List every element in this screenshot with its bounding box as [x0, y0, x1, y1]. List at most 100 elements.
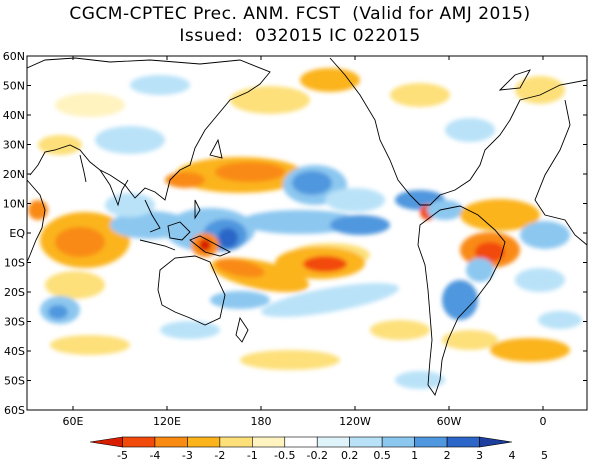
blob [303, 256, 347, 272]
colorbar-segment [414, 436, 448, 448]
colorbar-segment [252, 436, 286, 448]
blob [240, 350, 340, 370]
chart-title: CGCM-CPTEC Prec. ANM. FCST (Valid for AM… [69, 4, 531, 24]
coast-indochina [144, 199, 161, 233]
lat-label: 60N [3, 50, 25, 63]
colorbar-segment [89, 436, 123, 448]
lat-label: 30S [4, 316, 25, 329]
colorbar-label: 4 [509, 449, 516, 462]
lon-label: 0 [540, 415, 547, 428]
lon-label: 180 [251, 415, 272, 428]
colorbar-segment [446, 436, 480, 448]
colorbar-segment [479, 436, 513, 448]
blob [240, 210, 360, 234]
blob [442, 330, 498, 350]
colorbar-label: 0.5 [373, 449, 391, 462]
lat-label: 60S [4, 404, 25, 417]
blob [95, 126, 165, 154]
colorbar-label: 3 [476, 449, 483, 462]
coast-australia [157, 255, 226, 326]
blob [230, 86, 310, 114]
coast-africa-west-europe [534, 99, 587, 246]
colorbar-label: 0.2 [341, 449, 359, 462]
colorbar-label: -0.2 [306, 449, 327, 462]
colorbar: -5 -4 -3 -2 -1 -0.5 -0.2 0.2 0.5 1 2 3 4 5 [89, 436, 548, 462]
blob [210, 291, 270, 309]
blob [105, 193, 155, 217]
lat-label: 40N [3, 109, 25, 122]
colorbar-label: -5 [117, 449, 128, 462]
colorbar-label: 1 [411, 449, 418, 462]
coastlines [27, 57, 587, 396]
longitude-ticks: 60E 120E 180 120W 60W 0 [63, 56, 547, 428]
coast-borneo [167, 221, 191, 241]
anomaly-blobs [28, 68, 582, 389]
blob [55, 93, 125, 117]
blob [215, 162, 285, 182]
blob [442, 280, 478, 320]
anomaly-field [27, 56, 587, 410]
colorbar-segment [219, 436, 253, 448]
coast-eurasia [27, 57, 271, 201]
coast-new-guinea [189, 235, 232, 257]
lat-label: 20N [3, 168, 25, 181]
chart-subtitle: Issued: 032015 IC 022015 [179, 26, 421, 46]
blob [165, 172, 205, 188]
lat-label: 50S [4, 375, 25, 388]
blob [38, 135, 82, 155]
colorbar-segment [316, 436, 350, 448]
blob [490, 338, 570, 362]
coast-japan [209, 138, 223, 159]
lat-label: 50N [3, 80, 25, 93]
coast-philippines [194, 199, 201, 220]
blob [199, 239, 211, 251]
coast-south-america [417, 205, 506, 396]
lat-label: 40S [4, 345, 25, 358]
blob [48, 305, 68, 319]
coast-africa-east [27, 179, 46, 263]
blob [427, 200, 463, 220]
coast-north-america [329, 57, 587, 206]
latitude-ticks: 60N 50N 40N 30N 20N 10N EQ 10S 20S 30S 40S 50S 60S [3, 50, 587, 417]
coast-india [99, 169, 129, 207]
blob [300, 68, 360, 92]
colorbar-label: -0.5 [274, 449, 295, 462]
blob [55, 227, 105, 257]
blob [520, 221, 570, 249]
coast-sumatra-java [139, 239, 176, 251]
blob [130, 75, 190, 95]
blob [538, 311, 582, 329]
blob [45, 271, 105, 299]
lat-label: 10S [4, 257, 25, 270]
lon-label: 60W [437, 415, 462, 428]
blob [460, 199, 540, 231]
colorbar-segment [154, 436, 188, 448]
blob [325, 188, 385, 212]
lon-label: 60E [63, 415, 84, 428]
blob [218, 228, 238, 248]
blob [515, 268, 565, 292]
colorbar-segment [187, 436, 221, 448]
colorbar-label: 2 [444, 449, 451, 462]
blob [292, 171, 332, 195]
colorbar-label: 5 [541, 449, 548, 462]
colorbar-segment [349, 436, 383, 448]
blob [445, 118, 495, 142]
blob [370, 320, 430, 340]
coast-greenland [498, 69, 531, 91]
colorbar-label: -1 [247, 449, 258, 462]
lat-label: 20S [4, 286, 25, 299]
blob [390, 83, 450, 107]
lat-label: 10N [3, 198, 25, 211]
colorbar-segment [381, 436, 415, 448]
blob [395, 371, 445, 389]
colorbar-segment [122, 436, 156, 448]
blob [261, 283, 399, 317]
blob [215, 258, 265, 278]
lat-label: 30N [3, 139, 25, 152]
lon-label: 120W [339, 415, 371, 428]
coast-new-zealand [235, 316, 249, 343]
blob [475, 242, 505, 262]
lat-label: EQ [9, 227, 25, 240]
